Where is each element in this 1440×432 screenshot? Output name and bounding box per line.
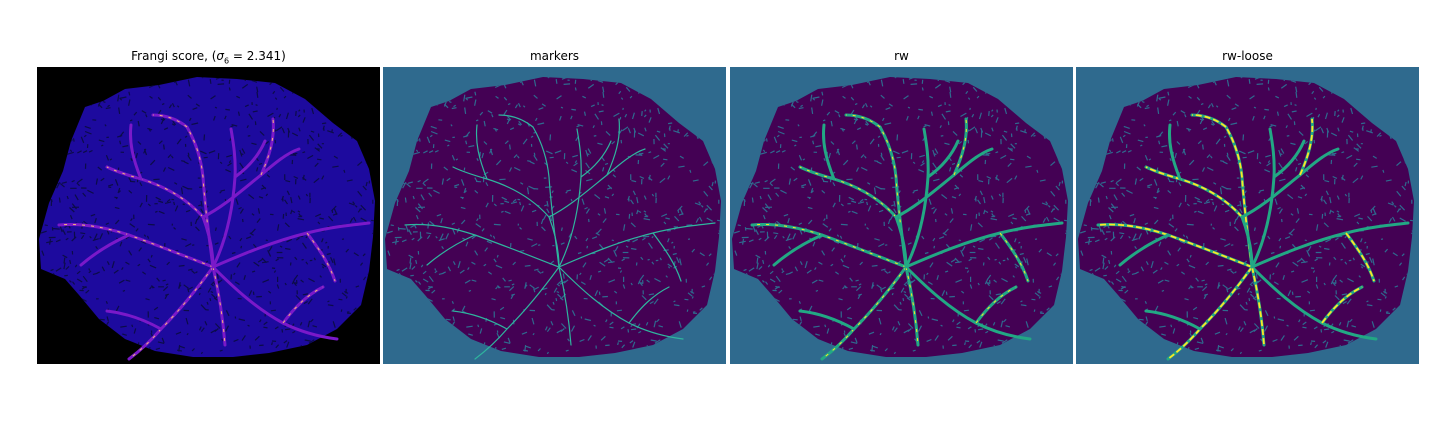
- vessel-segment: [79, 233, 131, 267]
- rw-loose-title: rw-loose: [1222, 49, 1273, 63]
- frangi-vessel-map: [37, 67, 380, 364]
- vessel-segment: [772, 233, 824, 267]
- vessel-segment: [628, 286, 670, 324]
- vessel-segment: [498, 114, 534, 128]
- rw-image: [730, 67, 1073, 364]
- vessel-highlight: [1225, 126, 1253, 268]
- vessel-segment: [233, 139, 267, 179]
- rw-vessel-map: [730, 67, 1073, 364]
- rw-loose-image: [1076, 67, 1419, 364]
- vessel-network: [404, 114, 716, 360]
- vessel-highlight: [306, 232, 336, 282]
- rw-title: rw: [894, 49, 909, 63]
- vessel-segment: [558, 222, 716, 268]
- markers-title: markers: [529, 49, 580, 63]
- vessel-segment: [201, 215, 215, 269]
- vessel-segment: [1168, 123, 1182, 181]
- vessel-network: [57, 113, 371, 361]
- vessel-segment: [105, 309, 163, 331]
- frangi-image: [37, 67, 380, 364]
- vessel-segment: [1118, 233, 1170, 267]
- vessel-segment: [606, 118, 620, 176]
- markers-panel: markers: [383, 0, 726, 432]
- rw-loose-panel: rw-loose: [1076, 0, 1419, 432]
- vessel-segment: [211, 221, 371, 269]
- vessel-segment: [548, 216, 560, 268]
- rw-panel: rw: [730, 0, 1073, 432]
- vessel-highlight: [1191, 114, 1227, 128]
- vessel-segment: [1240, 215, 1254, 269]
- vessel-highlight: [1299, 118, 1314, 176]
- vessel-highlight: [1321, 286, 1363, 324]
- vessel-segment: [426, 234, 476, 266]
- markers-image: [383, 67, 726, 364]
- vessel-segment: [822, 123, 836, 181]
- vessel-highlight: [1251, 266, 1265, 346]
- vessel-segment: [129, 123, 143, 181]
- vessel-highlight: [1167, 266, 1253, 360]
- vessel-segment: [1144, 309, 1202, 331]
- vessel-segment: [211, 265, 227, 347]
- vessel-segment: [894, 215, 908, 269]
- vessel-network: [750, 113, 1064, 361]
- vessel-segment: [652, 232, 682, 282]
- vessel-segment: [1272, 139, 1306, 179]
- vessel-segment: [798, 309, 856, 331]
- frangi-title: Frangi score, (σ6 = 2.341): [131, 49, 286, 66]
- vessel-segment: [904, 265, 920, 347]
- vessel-segment: [475, 124, 488, 180]
- vessel-highlight: [152, 114, 188, 128]
- vessel-segment: [558, 266, 572, 346]
- vessel-highlight: [845, 114, 881, 128]
- rw-loose-vessel-map: [1076, 67, 1419, 364]
- vessel-segment: [452, 310, 508, 330]
- vessel-highlight: [1345, 232, 1375, 282]
- vessel-highlight: [953, 118, 967, 176]
- vessel-highlight: [260, 118, 274, 176]
- vessel-highlight: [282, 286, 324, 324]
- vessel-highlight: [1097, 223, 1253, 268]
- vessel-highlight: [999, 232, 1029, 282]
- vessel-highlight: [879, 126, 907, 268]
- vessel-segment: [904, 221, 1064, 269]
- frangi-panel: Frangi score, (σ6 = 2.341): [37, 0, 380, 432]
- vessel-highlight: [186, 126, 214, 268]
- vessel-segment: [532, 126, 560, 268]
- vessel-highlight: [975, 286, 1017, 324]
- vessel-segment: [1250, 221, 1410, 269]
- vessel-segment: [580, 140, 612, 178]
- vessel-segment: [926, 139, 960, 179]
- markers-vessel-map: [383, 67, 726, 364]
- vessel-network: [1096, 113, 1410, 361]
